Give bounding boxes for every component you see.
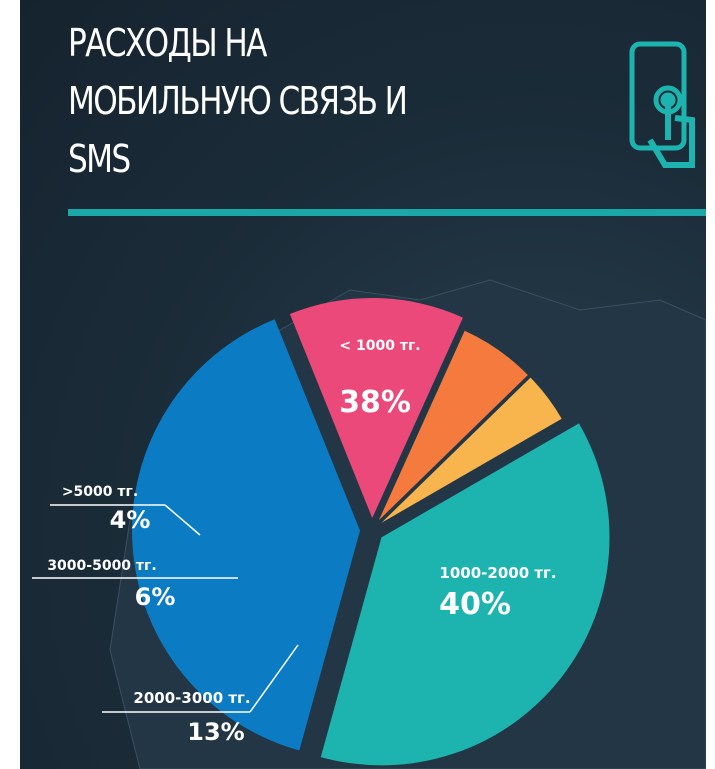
- chart: < 1000 тг. 38% 1000-2000 тг. 40% 2000-3000 т…: [32, 41, 706, 769]
- phone-icon: [629, 41, 695, 168]
- leader-line: [249, 644, 299, 713]
- slice-category-label: 3000-5000 тг.: [47, 558, 156, 574]
- pie-slice: [378, 330, 528, 521]
- pie-slice: [132, 319, 361, 751]
- slice-value-label: 4%: [110, 506, 151, 534]
- slice-category-label: 2000-3000 тг.: [133, 689, 250, 707]
- infographic: < 1000 тг. 38% 1000-2000 тг. 40% 2000-3000 т…: [20, 0, 706, 769]
- pie-slice: [289, 298, 463, 519]
- slice-value-label: 40%: [439, 587, 511, 622]
- slice-value-label: 6%: [135, 583, 176, 611]
- pie-slice: [381, 377, 562, 523]
- slice-category-label: < 1000 тг.: [339, 338, 420, 354]
- title-rule: [68, 209, 706, 216]
- pie-slice: [320, 423, 610, 766]
- chart-title: РАСХОДЫ НА МОБИЛЬНУЮ СВЯЗЬ И SMS: [68, 21, 408, 181]
- slice-value-label: 13%: [187, 718, 244, 746]
- slice-value-label: 38%: [339, 385, 411, 420]
- slice-category-label: >5000 тг.: [62, 484, 138, 500]
- slice-category-label: 1000-2000 тг.: [439, 564, 556, 582]
- leader-line: [164, 504, 201, 536]
